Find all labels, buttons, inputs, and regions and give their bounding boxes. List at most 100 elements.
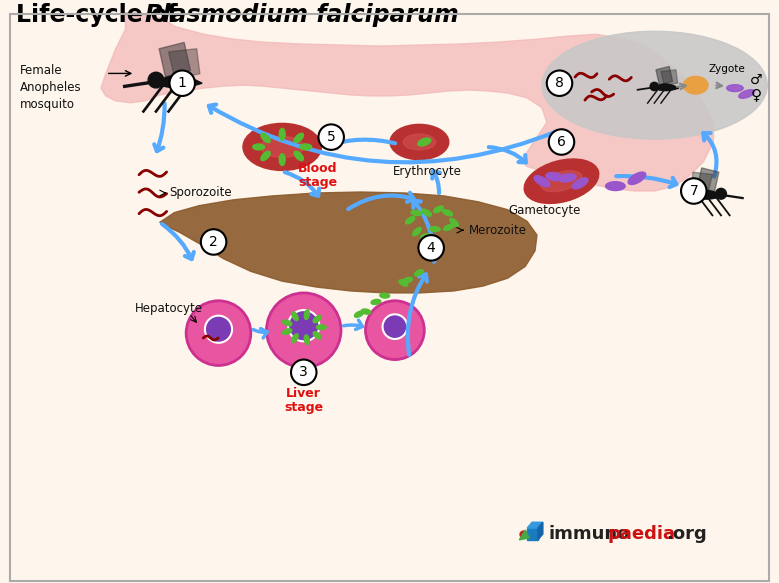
Text: Merozoite: Merozoite bbox=[468, 224, 527, 237]
Ellipse shape bbox=[628, 172, 646, 184]
Ellipse shape bbox=[261, 151, 270, 160]
Ellipse shape bbox=[283, 329, 292, 335]
Circle shape bbox=[201, 229, 227, 255]
Ellipse shape bbox=[294, 151, 304, 160]
Ellipse shape bbox=[546, 173, 563, 181]
Circle shape bbox=[205, 315, 232, 343]
Ellipse shape bbox=[449, 218, 458, 227]
Text: 8: 8 bbox=[555, 76, 564, 90]
Text: Zygote: Zygote bbox=[708, 64, 746, 73]
Ellipse shape bbox=[380, 293, 390, 298]
Circle shape bbox=[650, 82, 658, 90]
Text: 3: 3 bbox=[299, 366, 308, 380]
Circle shape bbox=[186, 301, 251, 366]
Ellipse shape bbox=[738, 90, 755, 99]
Text: Gametocyte: Gametocyte bbox=[509, 204, 581, 217]
Polygon shape bbox=[153, 75, 202, 88]
Circle shape bbox=[548, 129, 574, 154]
Ellipse shape bbox=[279, 128, 285, 140]
Polygon shape bbox=[653, 84, 679, 90]
Ellipse shape bbox=[434, 206, 443, 213]
Text: Sporozoite: Sporozoite bbox=[170, 187, 232, 199]
Ellipse shape bbox=[444, 224, 454, 230]
Text: Hepatocyte: Hepatocyte bbox=[136, 302, 203, 315]
Circle shape bbox=[365, 301, 425, 360]
Text: Life-cycle of: Life-cycle of bbox=[16, 3, 185, 27]
Polygon shape bbox=[689, 191, 723, 199]
Ellipse shape bbox=[316, 325, 326, 329]
Ellipse shape bbox=[542, 31, 767, 139]
Ellipse shape bbox=[291, 312, 298, 321]
Circle shape bbox=[288, 310, 319, 341]
Polygon shape bbox=[527, 528, 538, 540]
Ellipse shape bbox=[399, 280, 408, 286]
Text: immuno: immuno bbox=[548, 525, 630, 543]
Ellipse shape bbox=[422, 209, 432, 216]
Polygon shape bbox=[691, 172, 713, 192]
Circle shape bbox=[170, 71, 195, 96]
Ellipse shape bbox=[534, 175, 550, 187]
Polygon shape bbox=[520, 530, 529, 540]
Ellipse shape bbox=[406, 216, 415, 224]
Ellipse shape bbox=[429, 227, 440, 231]
Ellipse shape bbox=[300, 144, 312, 150]
Circle shape bbox=[148, 72, 164, 88]
Polygon shape bbox=[538, 522, 543, 540]
Text: ♀: ♀ bbox=[751, 87, 762, 103]
Ellipse shape bbox=[418, 138, 431, 146]
Ellipse shape bbox=[243, 124, 322, 170]
Polygon shape bbox=[527, 522, 543, 528]
Polygon shape bbox=[697, 168, 719, 192]
Ellipse shape bbox=[573, 178, 588, 189]
Ellipse shape bbox=[361, 309, 371, 314]
Ellipse shape bbox=[559, 174, 576, 182]
Circle shape bbox=[418, 235, 444, 261]
Ellipse shape bbox=[390, 124, 449, 160]
Circle shape bbox=[547, 71, 573, 96]
Ellipse shape bbox=[283, 320, 292, 326]
Ellipse shape bbox=[253, 144, 265, 150]
Ellipse shape bbox=[404, 134, 435, 150]
Text: .org: .org bbox=[666, 525, 707, 543]
Circle shape bbox=[681, 178, 707, 203]
Ellipse shape bbox=[411, 210, 421, 216]
Ellipse shape bbox=[442, 210, 453, 216]
Ellipse shape bbox=[403, 278, 413, 283]
Ellipse shape bbox=[524, 159, 599, 203]
Circle shape bbox=[716, 188, 726, 199]
Ellipse shape bbox=[605, 182, 626, 191]
Text: Female
Anopheles
mosquito: Female Anopheles mosquito bbox=[19, 64, 81, 111]
Ellipse shape bbox=[413, 227, 421, 236]
Polygon shape bbox=[101, 12, 714, 191]
Ellipse shape bbox=[291, 334, 298, 343]
Text: 6: 6 bbox=[557, 135, 566, 149]
Text: Erythrocyte: Erythrocyte bbox=[393, 165, 462, 178]
Circle shape bbox=[382, 314, 407, 339]
Text: Plasmodium falciparum: Plasmodium falciparum bbox=[145, 3, 459, 27]
Ellipse shape bbox=[305, 310, 309, 319]
Polygon shape bbox=[661, 70, 678, 86]
Polygon shape bbox=[159, 43, 191, 77]
Text: 2: 2 bbox=[210, 235, 218, 249]
Ellipse shape bbox=[414, 269, 423, 276]
Ellipse shape bbox=[313, 315, 321, 323]
Text: Blood
stage: Blood stage bbox=[298, 161, 337, 189]
Ellipse shape bbox=[541, 171, 582, 192]
Ellipse shape bbox=[371, 300, 381, 304]
Ellipse shape bbox=[261, 134, 270, 143]
Ellipse shape bbox=[305, 335, 309, 345]
Ellipse shape bbox=[294, 134, 304, 143]
Text: 5: 5 bbox=[327, 130, 336, 144]
Polygon shape bbox=[168, 49, 200, 79]
Text: 7: 7 bbox=[689, 184, 698, 198]
Polygon shape bbox=[160, 192, 537, 293]
Ellipse shape bbox=[313, 332, 321, 339]
Polygon shape bbox=[656, 66, 672, 85]
Ellipse shape bbox=[279, 154, 285, 166]
Text: 1: 1 bbox=[178, 76, 187, 90]
Circle shape bbox=[266, 293, 341, 367]
Text: paedia: paedia bbox=[608, 525, 675, 543]
Ellipse shape bbox=[421, 234, 432, 239]
Circle shape bbox=[291, 360, 316, 385]
Circle shape bbox=[319, 124, 344, 150]
